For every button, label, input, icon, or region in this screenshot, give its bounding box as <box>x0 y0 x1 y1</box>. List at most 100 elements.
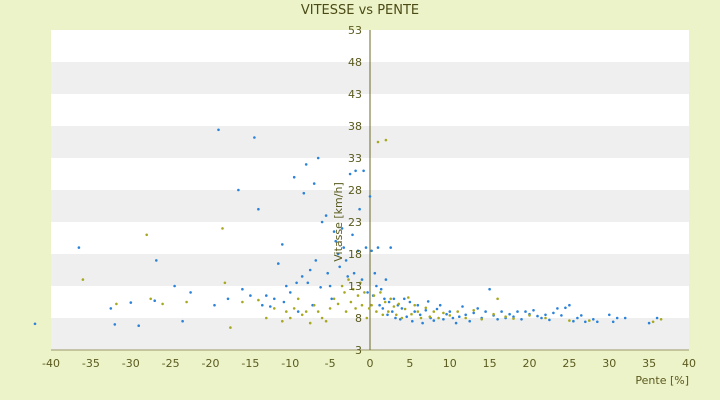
data-point-series-2 <box>496 297 499 301</box>
data-point-series-1 <box>403 297 406 301</box>
data-point-series-1 <box>237 188 240 192</box>
data-point-series-1 <box>346 275 350 278</box>
y-tick-label: 43 <box>348 88 362 101</box>
data-point-series-2 <box>437 316 440 320</box>
data-point-series-1 <box>33 322 37 326</box>
data-point-series-1 <box>508 312 511 316</box>
data-point-series-1 <box>540 316 543 320</box>
data-point-series-2 <box>389 297 393 301</box>
data-point-series-1 <box>596 320 599 324</box>
data-point-series-2 <box>395 313 398 317</box>
x-axis-label: Pente [%] <box>635 374 689 387</box>
data-point-series-1 <box>308 268 312 272</box>
data-point-series-2 <box>379 291 382 294</box>
data-point-series-1 <box>129 301 133 304</box>
data-point-series-1 <box>332 230 336 233</box>
data-point-series-1 <box>442 318 445 321</box>
data-point-series-2 <box>442 311 445 315</box>
data-point-series-1 <box>424 309 428 312</box>
data-point-series-2 <box>367 307 371 310</box>
data-point-series-1 <box>306 281 310 285</box>
data-point-series-1 <box>273 297 276 301</box>
data-point-series-2 <box>432 310 436 313</box>
data-point-series-1 <box>405 315 409 319</box>
data-point-series-1 <box>500 310 503 313</box>
data-point-series-1 <box>326 271 330 275</box>
data-point-series-1 <box>548 318 551 322</box>
data-point-series-1 <box>520 318 523 321</box>
data-point-series-1 <box>386 313 389 317</box>
data-point-series-2 <box>504 315 507 319</box>
data-point-series-1 <box>155 259 158 262</box>
data-point-series-1 <box>608 313 611 317</box>
data-point-series-2 <box>512 317 515 320</box>
data-point-series-2 <box>376 140 380 144</box>
data-point-series-2 <box>308 321 312 325</box>
data-point-series-2 <box>344 310 348 313</box>
data-point-series-2 <box>336 302 340 306</box>
y-tick-label: 3 <box>355 344 362 357</box>
data-point-series-1 <box>360 278 364 281</box>
data-point-series-1 <box>584 320 587 324</box>
data-point-series-1 <box>296 310 300 313</box>
data-point-series-1 <box>512 315 515 319</box>
data-point-series-1 <box>153 299 156 303</box>
data-point-series-2 <box>413 303 417 307</box>
data-point-series-2 <box>410 312 413 316</box>
data-point-series-1 <box>435 307 439 311</box>
data-point-series-2 <box>480 318 484 321</box>
x-tick-label: 25 <box>562 357 576 370</box>
data-point-series-1 <box>576 316 579 320</box>
x-tick-label: 40 <box>682 357 696 370</box>
data-point-series-1 <box>316 156 320 160</box>
data-point-series-1 <box>438 303 442 307</box>
data-point-series-2 <box>356 294 360 297</box>
data-point-series-2 <box>397 302 401 306</box>
data-point-series-1 <box>375 284 378 288</box>
x-tick-label: 10 <box>443 357 457 370</box>
data-point-series-1 <box>340 227 344 230</box>
x-tick-label: -15 <box>241 357 259 370</box>
data-point-series-2 <box>392 305 396 308</box>
data-point-series-2 <box>464 316 468 320</box>
data-point-series-1 <box>451 316 455 320</box>
data-point-series-1 <box>408 300 412 304</box>
data-point-series-2 <box>285 310 288 313</box>
data-point-series-1 <box>623 316 627 320</box>
data-point-series-1 <box>364 246 368 249</box>
data-point-series-1 <box>277 262 280 265</box>
data-point-series-2 <box>347 278 350 281</box>
y-tick-label: 28 <box>348 184 362 197</box>
data-point-series-1 <box>320 220 324 224</box>
data-point-series-2 <box>115 302 118 306</box>
data-point-series-2 <box>416 310 420 313</box>
data-point-series-1 <box>330 297 334 301</box>
x-tick-labels: -40 -35 -30 -25 -20 -15 -10 -5 0 5 10 15 20 25 30 35 40 <box>42 357 696 370</box>
data-point-series-1 <box>285 284 288 288</box>
data-point-series-2 <box>528 314 531 317</box>
data-point-series-1 <box>373 271 377 275</box>
data-point-series-2 <box>185 300 188 304</box>
data-point-series-2 <box>320 316 324 320</box>
x-tick-label: 15 <box>483 357 497 370</box>
data-point-series-2 <box>343 291 346 294</box>
data-point-series-1 <box>552 311 555 315</box>
data-point-series-2 <box>296 297 300 301</box>
data-point-series-1 <box>113 323 117 326</box>
data-point-series-1 <box>213 303 216 307</box>
data-point-series-2 <box>300 313 304 317</box>
data-point-series-1 <box>556 307 559 310</box>
x-tick-label: 20 <box>523 357 537 370</box>
data-point-series-2 <box>651 320 655 324</box>
data-point-series-2 <box>161 302 164 306</box>
data-point-series-1 <box>368 195 372 198</box>
x-tick-label: -20 <box>202 357 220 370</box>
data-point-series-2 <box>81 278 85 281</box>
data-point-series-1 <box>496 318 499 321</box>
data-point-series-2 <box>316 310 320 313</box>
data-point-series-2 <box>372 294 376 297</box>
y-tick-label: 18 <box>348 248 362 261</box>
x-tick-label: -10 <box>281 357 299 370</box>
data-point-series-2 <box>384 138 388 142</box>
